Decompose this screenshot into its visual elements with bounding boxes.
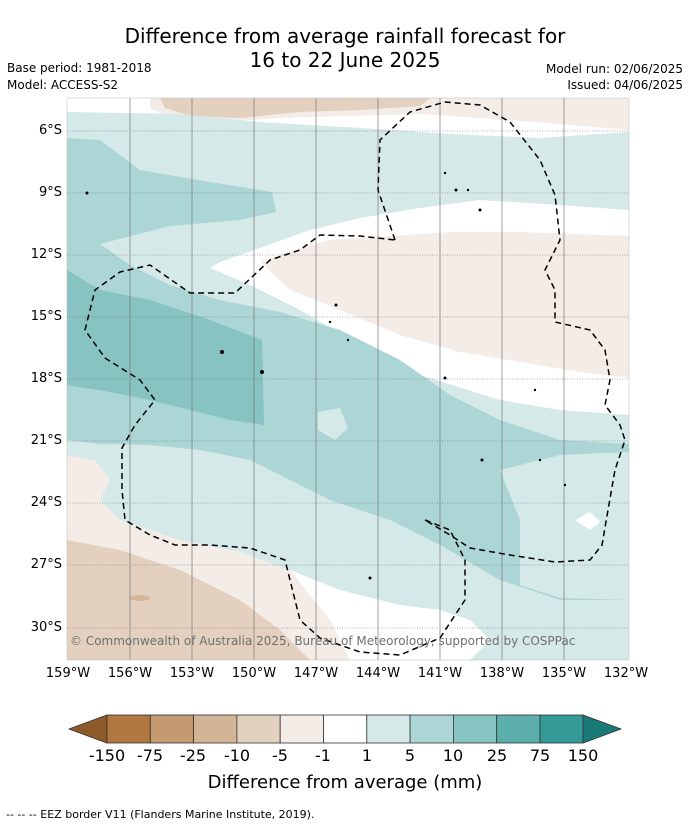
- dry-area-east: [260, 232, 629, 378]
- eez-legend-note: -- -- -- EEZ border V11 (Flanders Marine…: [6, 808, 315, 821]
- cb-label-pos1: 1: [361, 746, 373, 765]
- lon-label-144w: 144°W: [355, 666, 401, 681]
- cb-label-pos5: 5: [404, 746, 416, 765]
- copyright-notice: © Commonwealth of Australia 2025, Bureau…: [70, 634, 576, 648]
- cb-label-neg75: -75: [136, 746, 164, 765]
- lat-label-30s: 30°S: [30, 620, 62, 635]
- colorbar-bin-near-zero: [323, 714, 368, 744]
- colorbar-bin-neg150: [106, 714, 151, 744]
- island-outlines: [85, 171, 567, 580]
- cb-label-pos10: 10: [442, 746, 464, 765]
- lon-label-153w: 153°W: [169, 666, 215, 681]
- dry-area-southwest-core: [67, 540, 310, 660]
- cb-label-neg1: -1: [315, 746, 331, 765]
- issued-date: Issued: 04/06/2025: [567, 78, 683, 92]
- lat-label-15s: 15°S: [30, 309, 62, 324]
- lat-label-27s: 27°S: [30, 557, 62, 572]
- colorbar-bin-pos5: [409, 714, 454, 744]
- colorbar-low-arrow: [67, 714, 108, 744]
- lat-label-12s: 12°S: [30, 247, 62, 262]
- cb-label-neg25: -25: [179, 746, 207, 765]
- map-grid: [67, 130, 629, 629]
- map-title-line1: Difference from average rainfall forecas…: [124, 24, 566, 48]
- colorbar-bin-pos10: [452, 714, 498, 744]
- lat-label-9s: 9°S: [38, 185, 62, 200]
- dry-band-north-core: [160, 98, 430, 118]
- eez-borders: [84, 101, 626, 656]
- colorbar-bin-pos75: [539, 714, 584, 744]
- colorbar-bin-pos25: [496, 714, 541, 744]
- model-name: Model: ACCESS-S2: [7, 78, 119, 92]
- cb-label-neg150: -150: [88, 746, 126, 765]
- neutral-spot-east: [575, 512, 600, 530]
- lon-label-159w: 159°W: [45, 666, 91, 681]
- lon-label-150w: 150°W: [231, 666, 277, 681]
- colorbar-title: Difference from average (mm): [207, 772, 483, 793]
- model-run: Model run: 02/06/2025: [545, 62, 683, 76]
- lat-label-24s: 24°S: [30, 495, 62, 510]
- cb-label-neg10: -10: [223, 746, 251, 765]
- colorbar-bin-neg25: [193, 714, 238, 744]
- colorbar-high-arrow: [582, 714, 623, 744]
- cb-label-pos150: 150: [567, 746, 599, 765]
- cb-label-neg5: -5: [272, 746, 288, 765]
- dry-spot-1: [130, 595, 150, 601]
- wet-pocket-east: [500, 452, 629, 600]
- wet-area-pos10: [67, 270, 264, 425]
- lon-label-147w: 147°W: [293, 666, 339, 681]
- colorbar-bin-neg5: [279, 714, 324, 744]
- lat-label-18s: 18°S: [30, 371, 62, 386]
- lon-label-141w: 141°W: [417, 666, 463, 681]
- colorbar-bin-neg10: [236, 714, 281, 744]
- cb-label-pos75: 75: [529, 746, 551, 765]
- map-meridians: [129, 98, 565, 660]
- lon-label-138w: 138°W: [479, 666, 525, 681]
- lon-label-135w: 135°W: [541, 666, 587, 681]
- lon-label-132w: 132°W: [603, 666, 649, 681]
- colorbar-bin-pos1: [366, 714, 411, 744]
- map-title-line2: 16 to 22 June 2025: [249, 48, 441, 72]
- base-period: Base period: 1981-2018: [7, 61, 152, 75]
- forecast-anomaly-field: [67, 98, 629, 660]
- cb-label-pos25: 25: [486, 746, 508, 765]
- wet-area-pos5: [67, 138, 629, 600]
- colorbar: [67, 714, 623, 744]
- lon-label-156w: 156°W: [107, 666, 153, 681]
- colorbar-bin-neg75: [149, 714, 195, 744]
- wet-pocket-center: [318, 408, 348, 440]
- lat-label-6s: 6°S: [38, 123, 62, 138]
- lat-label-21s: 21°S: [30, 433, 62, 448]
